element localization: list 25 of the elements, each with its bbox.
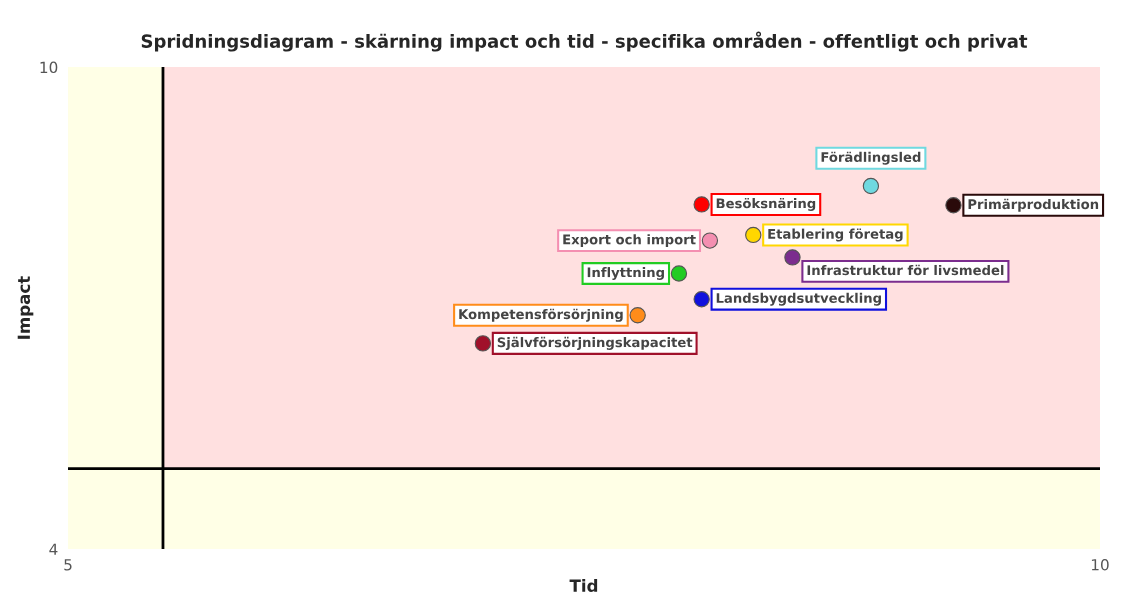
y-tick-label: 4 — [49, 543, 58, 555]
series-label: Kompetensförsörjning — [459, 308, 623, 322]
series-label: Besöksnäring — [716, 197, 816, 211]
series-label: Primärproduktion — [968, 198, 1099, 212]
point — [670, 265, 688, 282]
series-label: Export och import — [563, 234, 696, 247]
y-axis-title: Impact — [17, 276, 34, 339]
point — [745, 226, 762, 244]
point — [784, 249, 801, 266]
series-label: Självförsörjningskapacitet — [497, 336, 693, 350]
point — [701, 232, 719, 249]
point — [474, 335, 492, 352]
x-axis-title: Tid — [569, 579, 598, 592]
point — [862, 177, 880, 195]
point — [693, 196, 710, 213]
point — [945, 197, 962, 214]
series-label: Infrastruktur för livsmedel — [807, 264, 1004, 276]
series-label: Landsbygdsutveckling — [716, 292, 881, 306]
point — [693, 291, 710, 308]
point — [629, 307, 646, 324]
chart-title: Spridningsdiagram - skärning impact och tid - specifika områden - offentligt och privat — [141, 31, 1028, 52]
x-tick-label: 5 — [64, 559, 72, 571]
series-label: Etablering företag — [768, 228, 903, 242]
series-label: Förädlingsled — [821, 151, 921, 165]
series-label: Inflyttning — [587, 267, 664, 280]
